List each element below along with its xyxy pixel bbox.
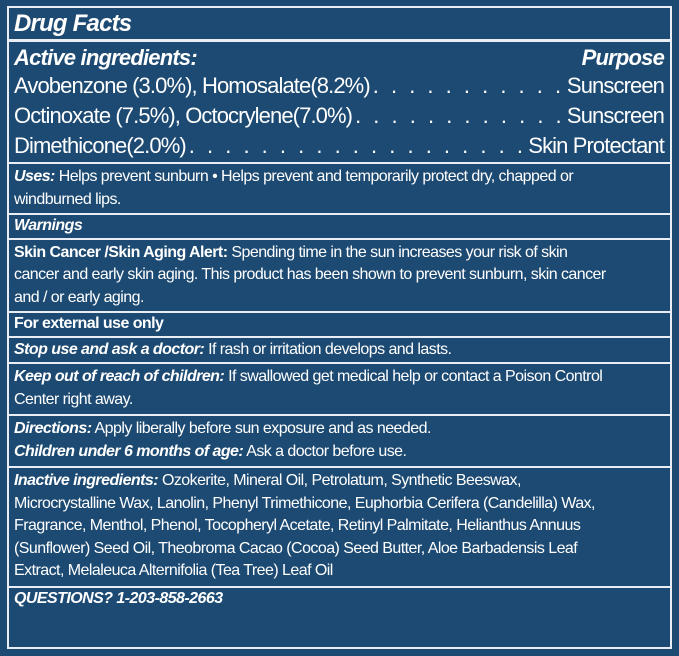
skin-alert-text: and / or early aging. [14, 288, 144, 306]
inactive-text: Extract, Melaleuca Alternifolia (Tea Tre… [14, 562, 333, 579]
dot-leader [373, 71, 564, 101]
inactive-text: (Sunflower) Seed Oil, Theobroma Cacao (C… [14, 539, 578, 557]
ingredient-row: Avobenzone (3.0%), Homosalate(8.2%) Sunsc… [14, 71, 665, 101]
active-ingredients-header: Active ingredients: Purpose [14, 42, 665, 71]
inactive-text: Ozokerite, Mineral Oil, Petrolatum, Synt… [158, 472, 521, 489]
inactive-text: Fragrance, Menthol, Phenol, Tocopheryl A… [14, 517, 581, 534]
directions-section: Directions: Apply liberally before sun e… [9, 416, 670, 468]
warnings-heading: Warnings [9, 215, 670, 240]
dot-leader [189, 131, 526, 161]
children-label: Children under 6 months of age: [14, 442, 244, 460]
uses-text: Helps prevent sunburn • Helps prevent an… [54, 168, 574, 185]
uses-section: Uses: Helps prevent sunburn • Helps prev… [9, 164, 670, 215]
keep-out-text: Center right away. [14, 390, 133, 408]
skin-alert-label: Skin Cancer /Skin Aging Alert: [14, 243, 228, 261]
questions-phone: QUESTIONS? 1-203-858-2663 [14, 589, 223, 607]
drug-facts-panel: Drug Facts Active ingredients: Purpose A… [7, 6, 672, 649]
uses-label: Uses: [14, 168, 55, 185]
ingredient-name: Avobenzone (3.0%), Homosalate(8.2%) [14, 73, 371, 98]
stop-use-section: Stop use and ask a doctor: If rash or ir… [9, 338, 670, 364]
keep-out-label: Keep out of reach of children: [14, 368, 225, 385]
ingredient-row: Octinoxate (7.5%), Octocrylene(7.0%) Suns… [14, 101, 665, 131]
inactive-text: Microcrystalline Wax, Lanolin, Phenyl Tr… [14, 494, 595, 512]
inactive-ingredients-section: Inactive ingredients: Ozokerite, Mineral… [9, 468, 670, 588]
stop-use-text: If rash or irritation develops and lasts… [204, 340, 452, 358]
uses-text: windburned lips. [14, 190, 121, 208]
directions-text: Apply liberally before sun exposure and … [91, 420, 432, 437]
inactive-label: Inactive ingredients: [14, 472, 159, 489]
skin-alert-section: Skin Cancer /Skin Aging Alert: Spending … [9, 240, 670, 313]
ingredient-purpose: Skin Protectant [528, 133, 665, 158]
ingredient-name: Octinoxate (7.5%), Octocrylene(7.0%) [14, 103, 353, 128]
ingredient-row: Dimethicone(2.0%) Skin Protectant [14, 131, 665, 161]
panel-title: Drug Facts [9, 8, 670, 42]
ingredient-name: Dimethicone(2.0%) [14, 133, 187, 158]
warnings-heading-text: Warnings [14, 217, 83, 234]
questions-section: QUESTIONS? 1-203-858-2663 [9, 588, 670, 611]
children-text: Ask a doctor before use. [243, 442, 407, 460]
active-ingredients-heading: Active ingredients: [14, 45, 198, 70]
ingredient-purpose: Sunscreen [566, 73, 665, 98]
skin-alert-text: cancer and early skin aging. This produc… [14, 266, 606, 283]
purpose-heading: Purpose [581, 45, 665, 70]
keep-out-section: Keep out of reach of children: If swallo… [9, 364, 670, 416]
ingredient-purpose: Sunscreen [566, 103, 665, 128]
dot-leader [355, 101, 564, 131]
skin-alert-text: Spending time in the sun increases your … [227, 243, 568, 261]
stop-use-label: Stop use and ask a doctor: [14, 340, 205, 358]
active-ingredients-section: Active ingredients: Purpose Avobenzone (… [9, 42, 670, 164]
keep-out-text: If swallowed get medical help or contact… [224, 368, 603, 385]
external-use-section: For external use only [9, 313, 670, 338]
directions-label: Directions: [14, 420, 92, 437]
external-use-text: For external use only [14, 315, 164, 332]
